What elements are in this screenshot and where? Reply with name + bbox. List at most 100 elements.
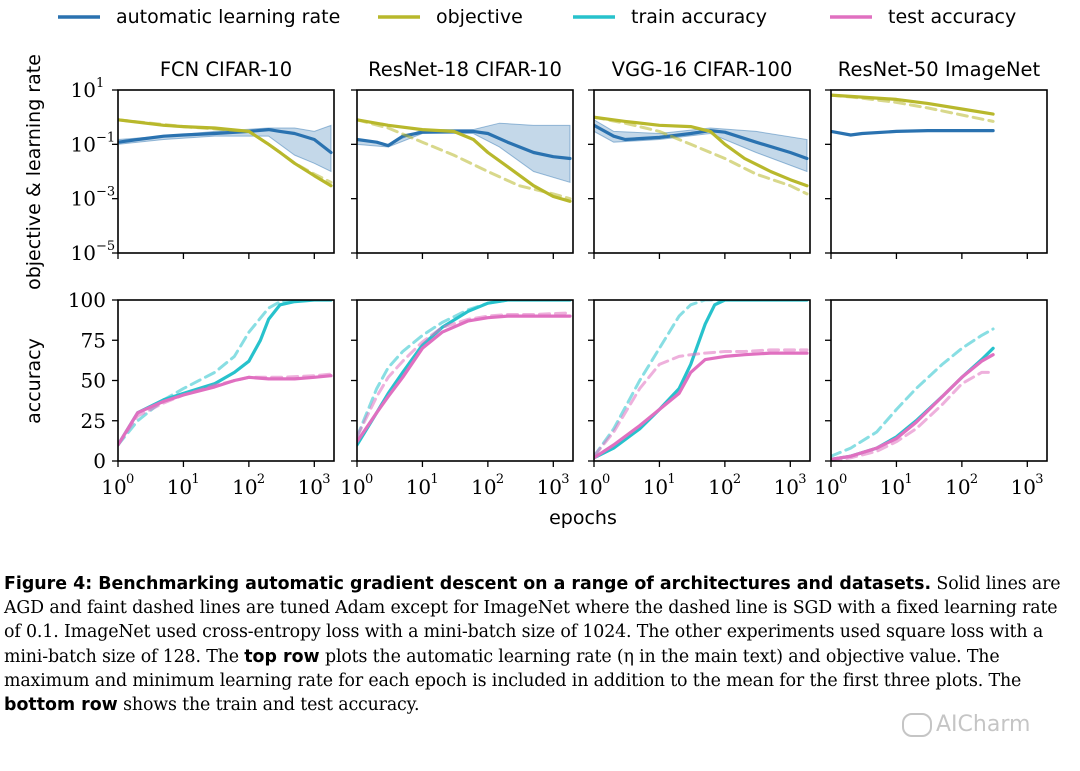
plot-area	[118, 118, 333, 188]
caption-text-1: Solid lines are AGD and faint dashed lin…	[4, 574, 1061, 667]
x-axis-label: epochs	[549, 507, 617, 529]
plot-area	[357, 118, 572, 203]
bottom-row-ylabel: accuracy	[23, 338, 45, 424]
y-tick-label: 10	[71, 132, 96, 156]
x-tick-label-exponent: 2	[970, 472, 978, 487]
panel-title: ResNet-50 ImageNet	[838, 58, 1041, 81]
figure-caption: Figure 4: Benchmarking automatic gradien…	[4, 572, 1074, 717]
y-tick-label-exponent: −5	[96, 239, 115, 254]
plot-area	[357, 300, 572, 447]
series-line-objective-dashed	[357, 118, 572, 201]
plot-area	[594, 115, 809, 196]
legend: automatic learning rate objective train ac…	[58, 6, 1016, 28]
series-line-train-accuracy-dashed	[831, 327, 995, 458]
panel-bottom-1: 10 0 10 1 10 2 10 3	[340, 299, 574, 499]
panel-top-3	[825, 89, 1048, 259]
caption-text-2: plots the automatic learning rate (η in …	[4, 646, 1022, 691]
x-tick-label: 10	[232, 475, 257, 499]
series-line-test-accuracy	[594, 351, 809, 460]
y-tick-label: 0	[93, 449, 106, 473]
series-line-automatic-learning-rate	[594, 123, 809, 161]
y-tick-label-exponent: −1	[96, 130, 115, 145]
series-line-train-accuracy-dashed	[118, 300, 333, 447]
x-tick-label: 10	[101, 475, 126, 499]
panel-frame	[830, 89, 1048, 254]
x-tick-label: 10	[537, 475, 562, 499]
x-tick-label: 10	[406, 475, 431, 499]
x-tick-label: 10	[643, 475, 668, 499]
series-line-test-accuracy-dashed	[594, 348, 809, 458]
series-line-objective-dashed	[594, 115, 809, 196]
x-tick-label-exponent: 0	[839, 472, 847, 487]
series-line-automatic-learning-rate	[357, 129, 572, 161]
panel-frame	[356, 89, 574, 254]
x-tick-label: 10	[471, 475, 496, 499]
panel-top-2	[588, 89, 811, 259]
y-tick-label-exponent: 1	[96, 76, 104, 91]
x-tick-label-exponent: 0	[602, 472, 610, 487]
panel-bottom-3: 10 0 10 1 10 2 10 3	[814, 299, 1048, 499]
legend-label-3: test accuracy	[888, 6, 1016, 28]
x-tick-label-exponent: 0	[126, 472, 134, 487]
panel-title: VGG-16 CIFAR-100	[612, 58, 793, 81]
panel-frame	[356, 299, 574, 462]
series-line-automatic-learning-rate	[831, 129, 995, 137]
plot-area	[831, 93, 995, 137]
plot-area	[831, 327, 995, 461]
x-tick-label-exponent: 1	[667, 472, 675, 487]
y-tick-label: 25	[81, 409, 106, 433]
series-line-test-accuracy	[357, 314, 572, 444]
legend-label-0: automatic learning rate	[116, 6, 340, 28]
x-tick-label-exponent: 3	[1035, 472, 1043, 487]
panel-frame	[117, 89, 335, 254]
figure-panel-grid: automatic learning rate objective train ac…	[23, 6, 1048, 529]
x-tick-label: 10	[774, 475, 799, 499]
panel-title: ResNet-18 CIFAR-10	[368, 58, 562, 81]
legend-label-1: objective	[436, 6, 523, 28]
x-tick-label: 10	[167, 475, 192, 499]
x-tick-label-exponent: 3	[561, 472, 569, 487]
x-tick-label: 10	[708, 475, 733, 499]
x-tick-label-exponent: 1	[191, 472, 199, 487]
minmax-band	[594, 119, 808, 173]
series-line-test-accuracy-dashed	[357, 311, 572, 439]
x-tick-label-exponent: 0	[365, 472, 373, 487]
y-tick-label: 50	[81, 369, 106, 393]
x-tick-label: 10	[577, 475, 602, 499]
legend-label-2: train accuracy	[631, 6, 767, 28]
series-line-train-accuracy-dashed	[357, 300, 572, 439]
x-tick-label-exponent: 2	[496, 472, 504, 487]
x-tick-label-exponent: 3	[798, 472, 806, 487]
y-tick-label: 100	[68, 288, 106, 312]
panel-title: FCN CIFAR-10	[160, 58, 292, 81]
panel-titles: FCN CIFAR-10 ResNet-18 CIFAR-10 VGG-16 CIF…	[160, 58, 1041, 81]
x-tick-label-exponent: 1	[430, 472, 438, 487]
series-line-train-accuracy-dashed	[594, 300, 809, 458]
series-line-train-accuracy	[831, 346, 995, 461]
x-tick-label: 10	[880, 475, 905, 499]
panel-frame	[117, 299, 335, 462]
series-line-objective-dashed	[831, 93, 995, 123]
series-line-test-accuracy	[831, 353, 995, 461]
series-line-test-accuracy-dashed	[831, 370, 995, 461]
y-tick-label-exponent: −3	[96, 185, 115, 200]
y-tick-label: 10	[71, 78, 96, 102]
series-line-test-accuracy-dashed	[118, 372, 333, 447]
panel-frame	[593, 89, 811, 254]
series-line-objective	[594, 115, 809, 188]
y-tick-label: 10	[71, 241, 96, 265]
caption-bold-bottom-row: bottom row	[4, 695, 118, 716]
x-tick-label-exponent: 2	[733, 472, 741, 487]
x-tick-label: 10	[1011, 475, 1036, 499]
panel-top-1	[351, 89, 574, 259]
series-line-train-accuracy	[118, 300, 333, 447]
caption-title: Figure 4: Benchmarking automatic gradien…	[4, 574, 932, 594]
x-tick-label-exponent: 2	[257, 472, 265, 487]
wechat-icon	[902, 713, 932, 737]
y-tick-label: 10	[71, 187, 96, 211]
series-line-objective-dashed	[118, 118, 333, 184]
caption-text-3: shows the train and test accuracy.	[117, 695, 420, 716]
